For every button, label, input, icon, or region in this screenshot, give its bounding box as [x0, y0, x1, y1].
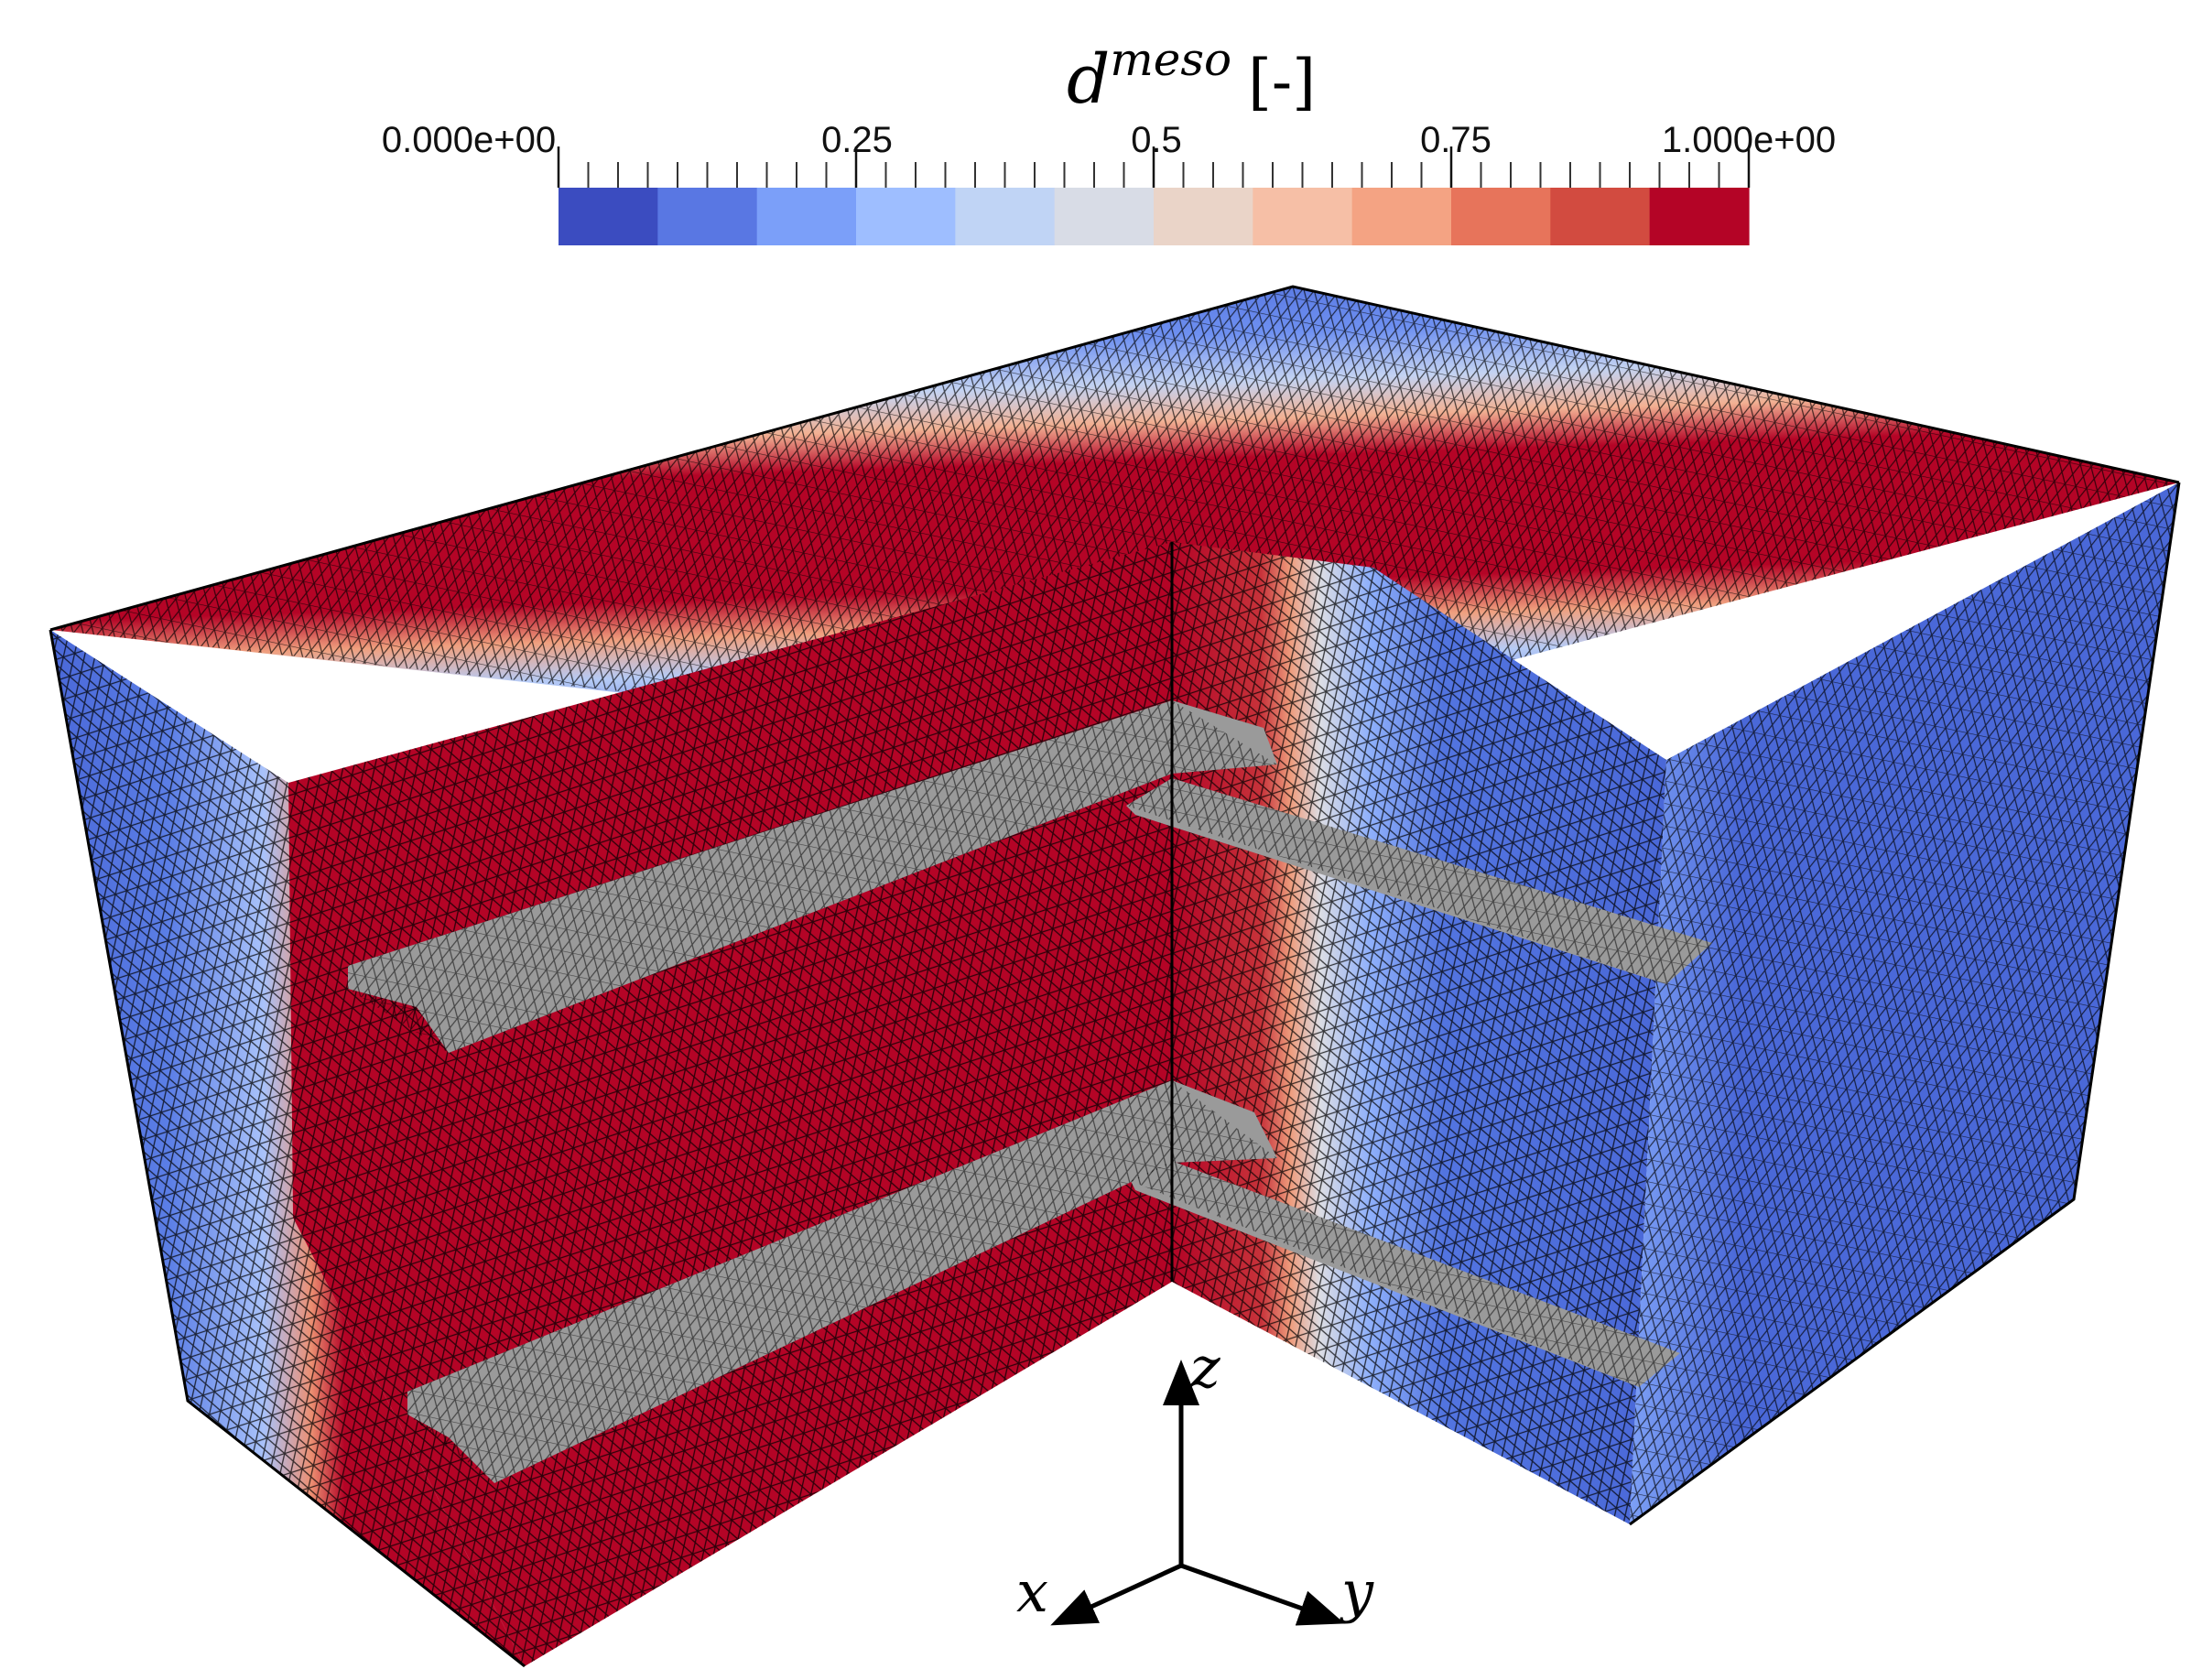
colorbar-swatch-0: [559, 188, 658, 245]
colorbar-swatch-3: [856, 188, 956, 245]
colorbar: dmeso [-] 0.000e+00 0.25 0.5 0.75 1.000e+…: [382, 33, 1836, 245]
coordinate-axes: z x y: [1016, 1334, 1374, 1626]
colorbar-swatch-8: [1351, 188, 1452, 245]
block-edges: [49, 285, 2181, 1668]
y-axis-label: y: [1339, 1558, 1374, 1625]
colorbar-swatch-11: [1649, 188, 1750, 245]
colorbar-swatch-6: [1154, 188, 1253, 245]
colorbar-tick-labels: 0.000e+00 0.25 0.5 0.75 1.000e+00: [382, 120, 1836, 160]
colorbar-swatch-5: [1054, 188, 1155, 245]
mesh-block: [49, 285, 2181, 1668]
colorbar-major-ticks: [557, 146, 1751, 188]
colorbar-tick-label-1: 0.25: [821, 120, 893, 160]
colorbar-swatch-2: [756, 188, 857, 245]
colorbar-tick-label-4: 1.000e+00: [1662, 120, 1836, 160]
colorbar-minor-ticks: [558, 162, 1750, 188]
colorbar-tick-label-3: 0.75: [1420, 120, 1492, 160]
colorbar-swatch-4: [955, 188, 1056, 245]
x-axis-arrow: [1050, 1563, 1183, 1626]
colorbar-swatch-1: [657, 188, 758, 245]
y-axis-arrow: [1180, 1563, 1345, 1626]
colorbar-tick-label-0: 0.000e+00: [382, 120, 556, 160]
colorbar-swatch-9: [1451, 188, 1551, 245]
colorbar-swatch-10: [1550, 188, 1651, 245]
colorbar-swatch-7: [1253, 188, 1353, 245]
colorbar-title: dmeso [-]: [1067, 33, 1316, 119]
z-axis-label: z: [1189, 1334, 1220, 1401]
colorbar-swatches: [559, 188, 1750, 245]
x-axis-label: x: [1016, 1558, 1048, 1625]
colorbar-tick-label-2: 0.5: [1131, 120, 1182, 160]
reinforcement-bars: [348, 700, 1712, 1483]
